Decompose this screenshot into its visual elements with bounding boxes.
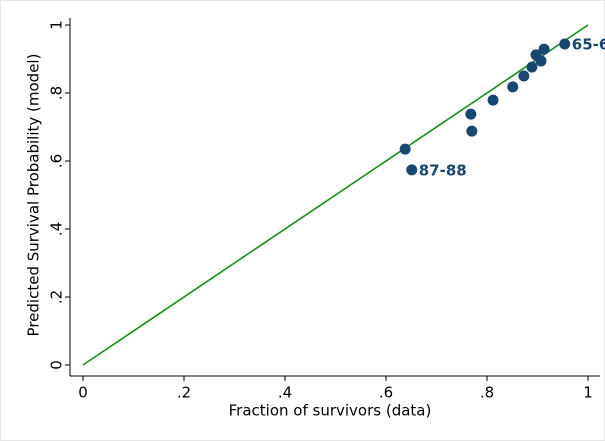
x-tick-label: .4 [278,384,292,402]
point [526,61,538,73]
point [538,43,550,55]
y-tick-label: .6 [48,154,66,168]
point [406,164,418,176]
x-tick-label: .8 [480,384,494,402]
point [399,143,411,155]
x-tick-label: .6 [379,384,393,402]
x-axis-title: Fraction of survivors (data) [229,402,432,420]
y-tick-label: .4 [48,222,66,236]
y-tick-label: 1 [48,20,66,30]
point [466,125,478,137]
point [518,70,530,82]
point-label: 87-88 [419,161,467,179]
point [507,81,519,93]
x-tick-label: 1 [583,384,593,402]
point [465,108,477,120]
y-axis-title: Predicted Survival Probability (model) [25,54,43,337]
point [559,38,571,50]
y-tick-label: .2 [48,290,66,304]
reference-line [82,24,589,366]
point-label: 65-6 [572,36,605,54]
x-tick-label: 0 [78,384,88,402]
point [487,94,499,106]
y-tick-label: .8 [48,86,66,100]
point [535,55,547,67]
y-tick-label: 0 [48,360,66,370]
x-tick-label: .2 [177,384,191,402]
